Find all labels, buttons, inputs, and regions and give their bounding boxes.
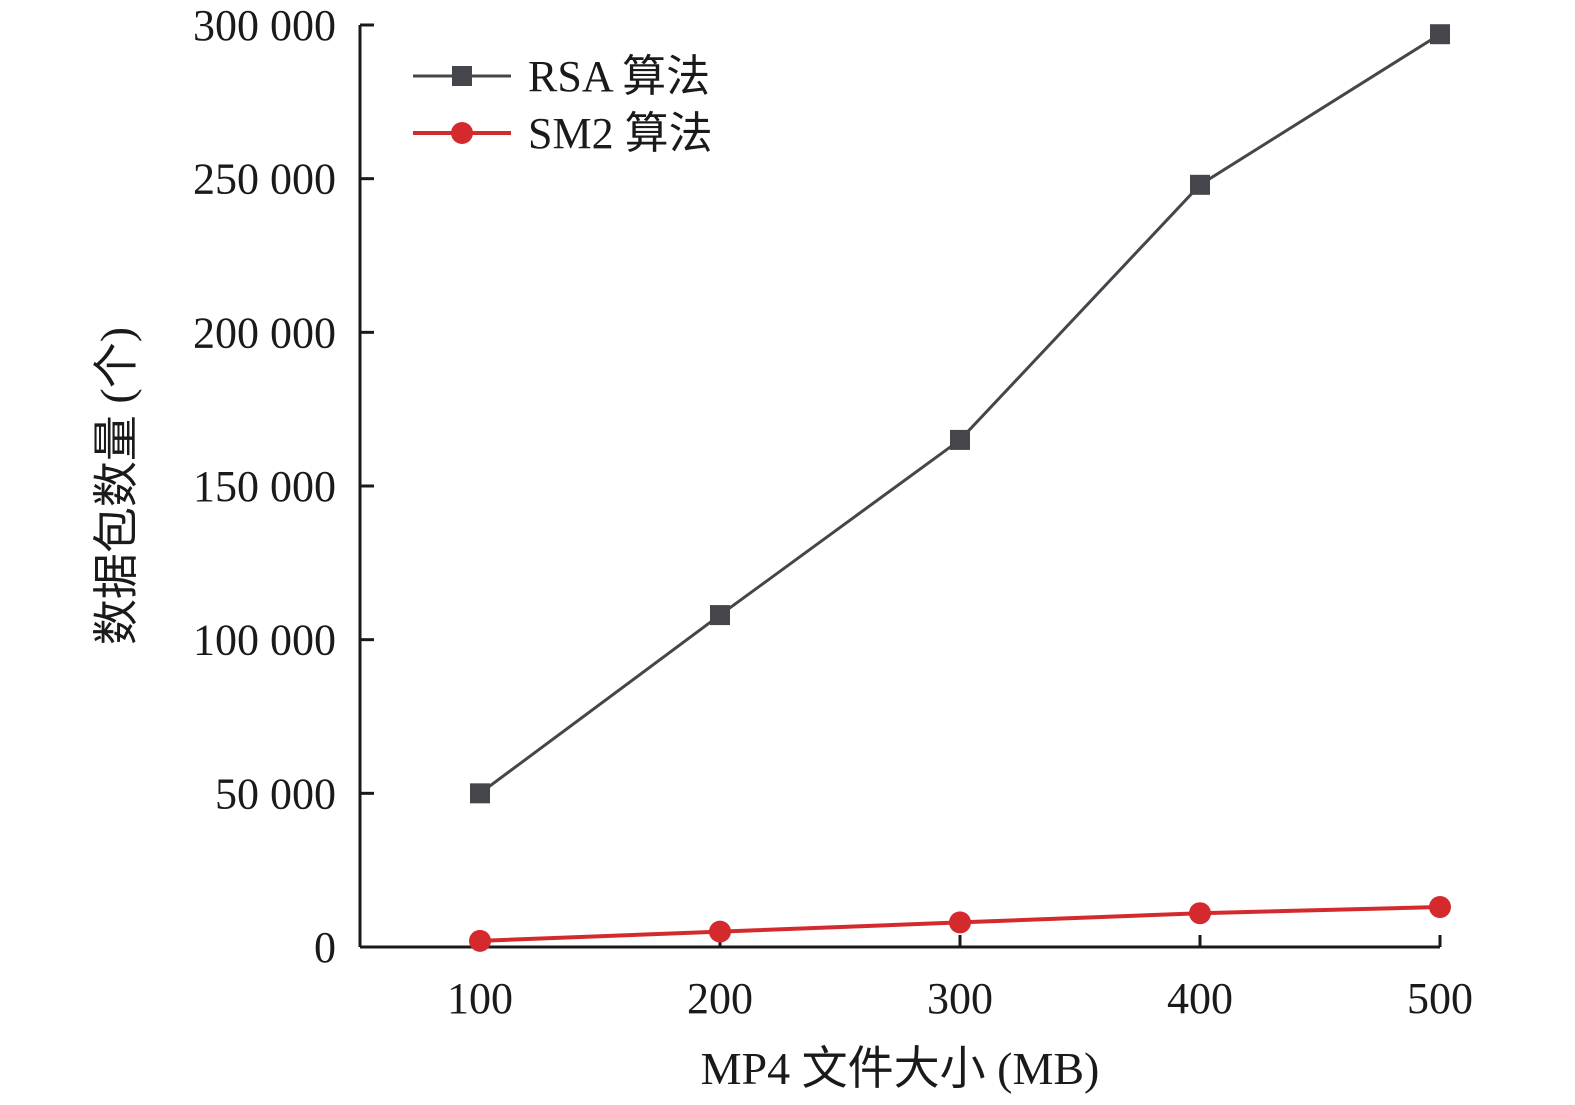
x-axis-title: MP4 文件大小 (MB) (701, 1043, 1100, 1094)
y-tick-label: 200 000 (193, 308, 336, 357)
x-axis-ticks: 100 200 300 400 500 (447, 935, 1473, 1023)
legend-label: SM2 算法 (528, 109, 713, 158)
y-tick-label: 50 000 (215, 769, 336, 818)
legend-item: RSA 算法 (413, 52, 710, 101)
y-tick-label: 300 000 (193, 1, 336, 50)
y-tick-label: 150 000 (193, 462, 336, 511)
data-point-circle (1429, 896, 1451, 919)
x-tick-label: 500 (1407, 974, 1473, 1023)
data-point-circle (949, 911, 971, 934)
axes (358, 25, 1440, 949)
legend: RSA 算法 SM2 算法 (413, 52, 713, 158)
data-point-square (1430, 24, 1450, 45)
legend-marker-circle (451, 122, 473, 144)
data-point-square (950, 429, 970, 450)
y-axis-ticks: 0 50 000 100 000 150 000 200 000 250 000 300 0… (193, 1, 374, 972)
y-tick-label: 100 000 (193, 616, 336, 665)
x-tick-label: 100 (447, 974, 513, 1023)
series-sm2 (469, 896, 1451, 952)
data-point-square (470, 783, 490, 804)
y-tick-label: 250 000 (193, 155, 336, 204)
y-tick-label: 0 (314, 923, 336, 972)
data-point-circle (1189, 902, 1211, 925)
legend-item: SM2 算法 (413, 109, 713, 158)
series-layer (469, 24, 1451, 952)
data-point-circle (709, 920, 731, 943)
y-axis-title: 数据包数量 (个) (91, 327, 142, 645)
x-tick-label: 200 (687, 974, 753, 1023)
data-point-square (1190, 174, 1210, 195)
series-rsa (470, 24, 1450, 804)
data-point-circle (469, 929, 491, 952)
legend-marker-square (452, 66, 472, 86)
x-tick-label: 300 (927, 974, 993, 1023)
data-point-square (710, 605, 730, 626)
x-tick-label: 400 (1167, 974, 1233, 1023)
legend-label: RSA 算法 (528, 52, 710, 101)
